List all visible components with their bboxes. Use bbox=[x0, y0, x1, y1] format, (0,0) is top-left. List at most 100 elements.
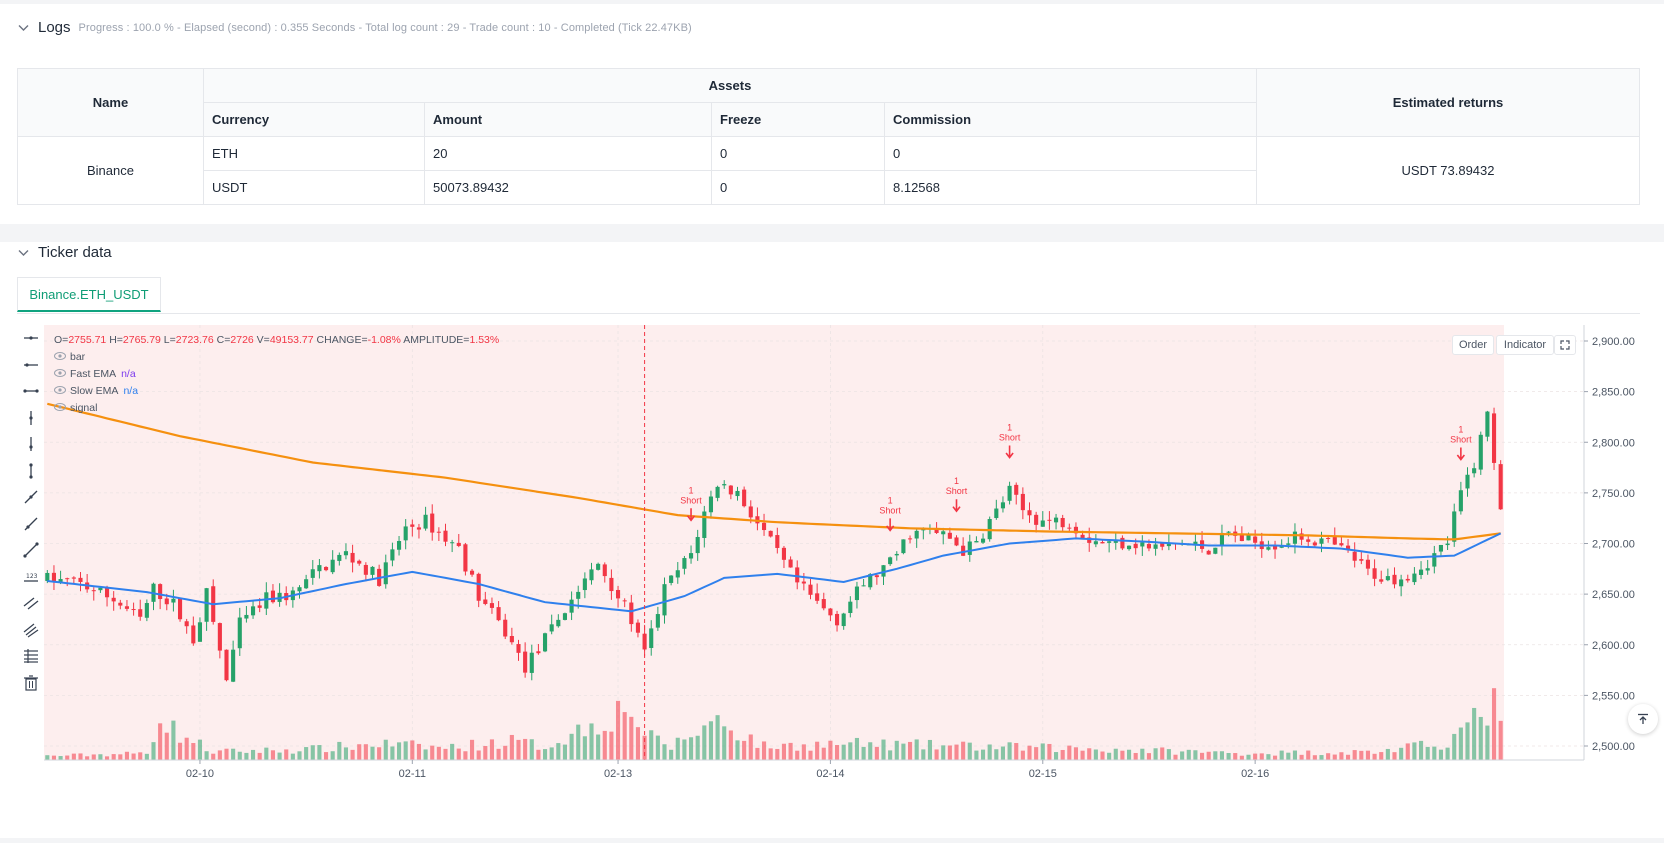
candle-body bbox=[516, 644, 521, 653]
vertical-line-icon[interactable] bbox=[20, 407, 42, 429]
volume-bar bbox=[1067, 745, 1072, 760]
volume-bar bbox=[1405, 743, 1410, 760]
volume-bar bbox=[1140, 748, 1145, 760]
legend-item-signal[interactable]: signal bbox=[54, 402, 98, 414]
volume-bar bbox=[934, 749, 939, 760]
fib-levels-icon[interactable] bbox=[20, 645, 42, 667]
candle-body bbox=[1286, 543, 1291, 545]
logs-panel: Logs Progress : 100.0 % - Elapsed (secon… bbox=[0, 4, 1664, 224]
volume-bar bbox=[184, 737, 189, 760]
legend-item-fast-ema[interactable]: Fast EMA n/a bbox=[54, 368, 136, 380]
trend-line-icon[interactable] bbox=[20, 486, 42, 508]
volume-bar bbox=[1146, 753, 1152, 760]
eye-icon[interactable] bbox=[54, 352, 66, 360]
candle-body bbox=[1472, 468, 1477, 474]
candle-body bbox=[635, 622, 641, 633]
candle-body bbox=[1425, 568, 1430, 571]
legend-item-slow-ema[interactable]: Slow EMA n/a bbox=[54, 385, 139, 397]
signal-label: Short bbox=[879, 505, 901, 515]
legend-item-label: Slow EMA bbox=[70, 385, 118, 397]
parallel-channel-icon[interactable] bbox=[20, 592, 42, 614]
volume-bar bbox=[51, 755, 57, 760]
candle-body bbox=[410, 524, 415, 527]
fullscreen-icon[interactable] bbox=[1554, 335, 1576, 355]
horizontal-segment-icon[interactable] bbox=[20, 380, 42, 402]
candle-body bbox=[735, 490, 740, 497]
candle-body bbox=[323, 566, 329, 571]
volume-bar bbox=[1286, 752, 1291, 760]
volume-bar bbox=[549, 747, 554, 760]
pitchfork-icon[interactable] bbox=[20, 619, 42, 641]
order-button[interactable]: Order bbox=[1452, 335, 1494, 355]
chevron-down-icon[interactable] bbox=[18, 245, 38, 260]
trash-icon[interactable] bbox=[20, 672, 42, 694]
candle-body bbox=[788, 559, 793, 568]
legend-item-bar[interactable]: bar bbox=[54, 351, 86, 363]
volume-bar bbox=[1299, 754, 1304, 760]
candle-body bbox=[1246, 534, 1251, 541]
candle-body bbox=[569, 599, 574, 613]
volume-bar bbox=[224, 748, 229, 760]
commission-header: Commission bbox=[884, 102, 1257, 137]
candle-body bbox=[257, 605, 262, 608]
tab-binance-eth-usdt[interactable]: Binance.ETH_USDT bbox=[17, 277, 161, 312]
volume-bar bbox=[304, 747, 309, 760]
eye-icon[interactable] bbox=[54, 386, 66, 394]
price-chart[interactable]: 1 Short 1 Short 1 Short 1 Short 1 Short 2,900.00 2… bbox=[0, 242, 1664, 838]
candle-body bbox=[1073, 526, 1079, 534]
x-tick-label: 02-10 bbox=[186, 768, 214, 780]
candle-body bbox=[662, 584, 667, 616]
price-range-icon[interactable]: 123 bbox=[20, 566, 42, 588]
vertical-ray-icon[interactable] bbox=[20, 433, 42, 455]
candle-body bbox=[1491, 413, 1497, 463]
horizontal-line-icon[interactable] bbox=[20, 327, 42, 349]
ray-line-icon[interactable] bbox=[20, 513, 42, 535]
volume-bar bbox=[45, 755, 50, 760]
eye-icon[interactable] bbox=[54, 403, 66, 411]
candle-body bbox=[1219, 532, 1225, 546]
volume-bar bbox=[483, 745, 488, 760]
candle-body bbox=[622, 600, 627, 602]
volume-bar bbox=[808, 750, 813, 760]
scroll-top-button[interactable] bbox=[1628, 704, 1658, 734]
currency-cell: ETH bbox=[203, 136, 425, 171]
indicator-button[interactable]: Indicator bbox=[1496, 335, 1554, 355]
logs-header[interactable]: Logs Progress : 100.0 % - Elapsed (secon… bbox=[18, 19, 692, 36]
candle-body bbox=[1345, 545, 1351, 551]
volume-bar bbox=[1326, 753, 1331, 760]
segment-line-icon[interactable] bbox=[20, 539, 42, 561]
candle-body bbox=[1465, 474, 1470, 489]
vertical-segment-icon[interactable] bbox=[20, 460, 42, 482]
volume-bar bbox=[1239, 755, 1244, 760]
candle-body bbox=[469, 570, 475, 575]
volume-bar bbox=[755, 747, 760, 760]
volume-bar bbox=[1266, 754, 1271, 760]
y-tick-label: 2,650.00 bbox=[1592, 589, 1635, 601]
ticker-header[interactable]: Ticker data bbox=[18, 242, 112, 262]
volume-bar bbox=[542, 749, 548, 760]
volume-bar bbox=[1007, 742, 1012, 760]
candle-body bbox=[861, 585, 866, 587]
candle-body bbox=[615, 589, 621, 599]
down-arrow-icon bbox=[886, 518, 895, 532]
volume-bar bbox=[1180, 751, 1185, 760]
candle-body bbox=[1399, 579, 1404, 587]
candle-body bbox=[688, 553, 694, 559]
volume-bar bbox=[801, 744, 806, 760]
eye-icon[interactable] bbox=[54, 369, 66, 377]
candle-body bbox=[894, 553, 899, 556]
volume-bar bbox=[58, 756, 63, 760]
candle-body bbox=[828, 608, 833, 616]
chevron-down-icon[interactable] bbox=[18, 20, 38, 35]
y-tick-label: 2,500.00 bbox=[1592, 741, 1635, 753]
candle-body bbox=[848, 601, 853, 614]
candle-body bbox=[1153, 544, 1158, 549]
y-tick-label: 2,550.00 bbox=[1592, 690, 1635, 702]
candle-body bbox=[1332, 537, 1337, 545]
horizontal-ray-icon[interactable] bbox=[20, 354, 42, 376]
candle-body bbox=[536, 651, 541, 654]
drawing-toolbar: 123 bbox=[20, 327, 42, 698]
